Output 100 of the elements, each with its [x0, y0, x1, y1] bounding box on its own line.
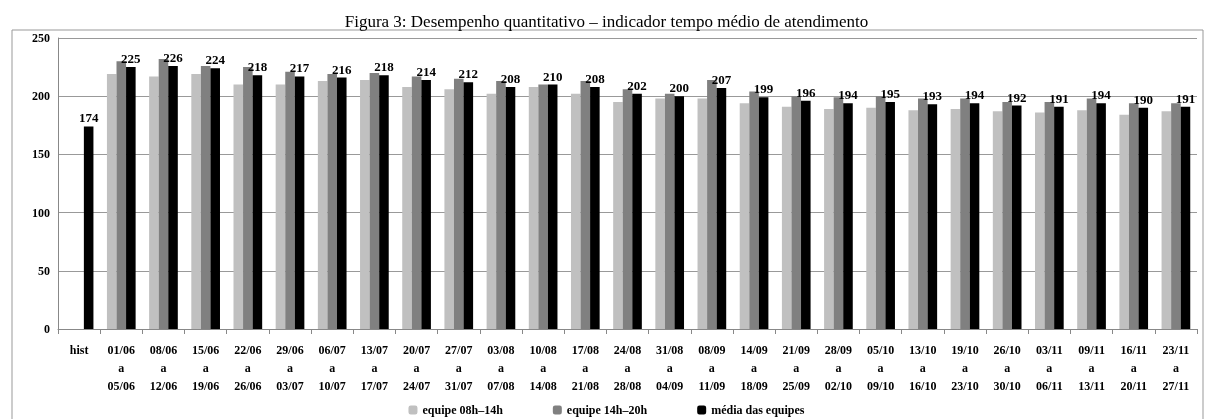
x-tick-label: 27/07 a 31/07 — [445, 343, 473, 393]
x-tick-label: 28/09 a 02/10 — [824, 343, 853, 393]
y-tick-label: 0 — [44, 322, 50, 336]
bar — [824, 109, 834, 329]
bar — [1161, 111, 1172, 329]
data-label: 217 — [289, 60, 310, 76]
x-tick-label: 05/10 a 09/10 — [866, 343, 895, 393]
bar — [674, 96, 685, 329]
data-label: 200 — [669, 80, 689, 96]
bar — [758, 97, 769, 329]
data-label: 192 — [1006, 89, 1027, 105]
bar — [1138, 107, 1149, 329]
x-tick-label: 19/10 a 23/10 — [951, 343, 979, 393]
y-tick-label: 100 — [32, 205, 50, 220]
bar — [908, 110, 919, 329]
data-label: 196 — [796, 84, 817, 100]
x-tick-label: 15/06 a 19/06 — [191, 343, 220, 393]
bar — [528, 86, 539, 329]
data-label: 226 — [163, 49, 184, 65]
data-label: 218 — [374, 59, 395, 75]
x-tick-label: 24/08 a 28/08 — [613, 343, 642, 393]
bar — [1077, 110, 1087, 329]
x-tick-label: 03/08 a 07/08 — [487, 343, 515, 393]
x-tick-label: 08/06 a 12/06 — [149, 343, 178, 393]
bar — [570, 93, 581, 329]
x-tick-label: 23/11 a 27/11 — [1162, 343, 1190, 393]
bar — [106, 74, 117, 329]
bar — [739, 103, 750, 329]
y-tick-label: 200 — [32, 89, 50, 104]
bar — [632, 93, 642, 329]
bar — [1119, 114, 1129, 329]
x-tick-label: 16/11 a 20/11 — [1120, 343, 1148, 393]
bar — [294, 76, 305, 329]
chart-title: Figura 3: Desempenho quantitativo – indicador tempo médio de atendimento — [344, 12, 869, 31]
data-label: 218 — [247, 59, 268, 75]
data-label: 208 — [500, 70, 521, 86]
bar — [83, 126, 94, 329]
bar — [168, 65, 178, 329]
bar — [126, 67, 136, 329]
data-label: 191 — [1049, 90, 1069, 106]
data-label: 194 — [964, 87, 985, 103]
bar — [210, 68, 220, 329]
bar — [444, 89, 454, 329]
data-label: 208 — [585, 70, 606, 86]
x-tick-label: 20/07 a 24/07 — [402, 343, 431, 393]
data-label: 210 — [542, 68, 563, 84]
bar — [486, 93, 497, 329]
bar — [317, 81, 328, 329]
data-label: 190 — [1133, 91, 1154, 107]
x-tick-label: 01/06 a 05/06 — [107, 343, 135, 393]
bar — [1054, 106, 1064, 329]
data-label: 224 — [205, 52, 226, 68]
bar — [191, 74, 201, 329]
bar — [781, 106, 792, 329]
bar — [885, 102, 895, 329]
bar — [969, 103, 980, 329]
bar — [992, 111, 1003, 329]
x-tick-label: 13/10 a 16/10 — [909, 343, 937, 393]
bar — [402, 86, 412, 329]
legend-label: média das equipes — [711, 403, 805, 417]
bar — [421, 79, 431, 329]
bar — [547, 84, 558, 329]
data-label: 191 — [1175, 90, 1196, 106]
data-label: 214 — [416, 63, 437, 79]
bar — [613, 102, 623, 329]
data-label: 216 — [332, 61, 353, 77]
data-label: 225 — [121, 51, 142, 67]
data-label: 199 — [753, 81, 774, 97]
x-tick-label: hist — [69, 343, 89, 357]
bar — [360, 79, 370, 329]
x-tick-label: 08/09 a 11/09 — [698, 343, 726, 393]
legend-label: equipe 08h–14h — [422, 403, 504, 417]
bar — [697, 98, 708, 329]
x-tick-label: 26/10 a 30/10 — [993, 343, 1021, 393]
y-tick-label: 150 — [32, 147, 50, 162]
x-tick-label: 03/11 a 06/11 — [1036, 343, 1063, 393]
bar — [505, 86, 516, 329]
bar — [252, 75, 263, 329]
x-tick-label: 09/11 a 13/11 — [1078, 343, 1105, 393]
data-label: 212 — [458, 66, 479, 82]
bar — [149, 76, 159, 329]
x-tick-label: 10/08 a 14/08 — [529, 343, 557, 393]
x-tick-label: 06/07 a 10/07 — [318, 343, 346, 393]
y-tick-label: 50 — [38, 263, 50, 278]
data-label: 194 — [838, 87, 859, 103]
x-tick-label: 29/06 a 03/07 — [276, 343, 304, 393]
bar — [275, 84, 286, 329]
bar — [950, 109, 961, 329]
bar — [1096, 103, 1106, 329]
bar — [716, 88, 727, 329]
x-tick-label: 17/08 a 21/08 — [571, 343, 599, 393]
data-label: 174 — [78, 110, 99, 126]
bar — [1035, 112, 1045, 329]
legend-label: equipe 14h–20h — [566, 403, 648, 417]
bar — [336, 77, 347, 329]
bar — [379, 75, 389, 329]
bar — [655, 98, 665, 329]
x-tick-label: 13/07 a 17/07 — [360, 343, 389, 393]
x-tick-label: 22/06 a 26/06 — [234, 343, 262, 393]
data-label: 193 — [922, 88, 943, 104]
